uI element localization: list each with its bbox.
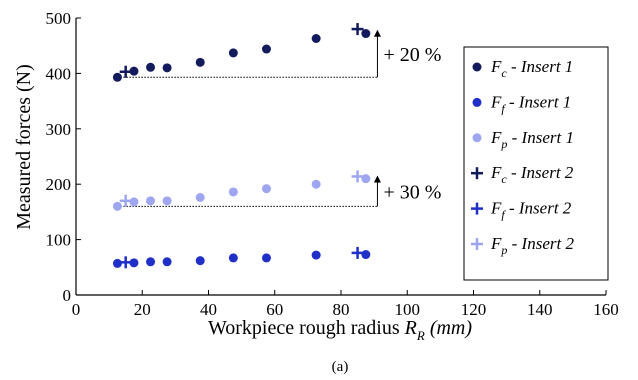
data-point-circle bbox=[195, 57, 205, 67]
y-axis-label: Measured forces (N) bbox=[13, 64, 35, 229]
x-tick-label: 20 bbox=[134, 300, 151, 319]
data-point-plus bbox=[119, 194, 132, 207]
x-tick-label: 40 bbox=[200, 300, 217, 319]
legend-marker-plus bbox=[471, 167, 483, 180]
data-point-circle bbox=[112, 201, 122, 211]
data-point-circle bbox=[195, 256, 205, 266]
data-points bbox=[112, 23, 371, 269]
x-tick-label: 80 bbox=[333, 300, 350, 319]
data-point-plus bbox=[351, 23, 364, 36]
legend-entry-label: Fp - Insert 1 bbox=[490, 128, 574, 151]
data-point-plus bbox=[119, 65, 132, 78]
legend-entry-label: Fc - Insert 1 bbox=[490, 57, 573, 80]
data-point-circle bbox=[112, 258, 122, 268]
data-point-circle bbox=[146, 257, 156, 267]
annotation-arrow-head bbox=[373, 29, 381, 37]
x-axis-label: Workpiece rough radius RR (mm) bbox=[208, 317, 472, 343]
data-point-circle bbox=[311, 250, 321, 260]
x-tick-label: 0 bbox=[72, 300, 81, 319]
data-point-circle bbox=[311, 33, 321, 43]
annotation-label: + 20 % bbox=[383, 44, 441, 66]
legend-marker-plus bbox=[471, 202, 483, 215]
x-tick-label: 140 bbox=[527, 300, 553, 319]
data-point-circle bbox=[228, 253, 238, 263]
x-tick-label: 100 bbox=[395, 300, 421, 319]
legend: Fc - Insert 1 Ff - Insert 1 Fp - Insert 1 F… bbox=[463, 46, 609, 281]
data-point-circle bbox=[361, 174, 371, 184]
y-tick-label: 500 bbox=[46, 9, 72, 28]
ticks: 0 20 40 60 80 100 120 140 160 0 100 200 300 400 500 bbox=[46, 9, 619, 319]
x-axis-label-prefix: Workpiece rough radius bbox=[208, 317, 405, 339]
x-axis-label-var: R bbox=[404, 317, 417, 339]
data-point-circle bbox=[195, 192, 205, 202]
data-point-plus bbox=[119, 256, 132, 269]
data-point-circle bbox=[162, 63, 172, 73]
y-tick-label: 100 bbox=[46, 231, 72, 250]
legend-entry-label: Ff - Insert 2 bbox=[490, 199, 572, 222]
legend-marker-circle bbox=[472, 133, 482, 143]
legend-box bbox=[463, 46, 609, 281]
data-point-circle bbox=[361, 250, 371, 260]
x-axis-label-unit: (mm) bbox=[425, 317, 473, 339]
data-point-circle bbox=[112, 72, 122, 82]
data-point-circle bbox=[311, 179, 321, 189]
data-point-circle bbox=[261, 44, 271, 54]
data-point-circle bbox=[261, 184, 271, 194]
data-point-circle bbox=[162, 196, 172, 206]
data-point-circle bbox=[361, 29, 371, 39]
figure-caption: (a) bbox=[332, 359, 349, 375]
legend-entry-label: Fc - Insert 2 bbox=[490, 163, 574, 186]
data-point-circle bbox=[228, 187, 238, 197]
annotation-arrow-head bbox=[373, 175, 381, 183]
data-point-circle bbox=[228, 48, 238, 58]
data-point-circle bbox=[261, 253, 271, 263]
legend-marker-plus bbox=[471, 238, 483, 250]
y-tick-label: 300 bbox=[46, 120, 72, 139]
x-axis-label-sub: R bbox=[416, 328, 425, 343]
legend-entry-label: Ff - Insert 1 bbox=[490, 92, 571, 115]
annotations: + 20 % + 30 % bbox=[117, 29, 441, 207]
legend-entry-label: Fp - Insert 2 bbox=[490, 234, 574, 257]
y-tick-label: 400 bbox=[46, 64, 72, 83]
legend-marker-circle bbox=[472, 62, 482, 72]
data-point-plus bbox=[351, 170, 364, 183]
x-tick-label: 60 bbox=[266, 300, 283, 319]
x-tick-label: 160 bbox=[593, 300, 619, 319]
y-tick-label: 0 bbox=[63, 286, 72, 305]
data-point-circle bbox=[162, 257, 172, 267]
legend-marker-circle bbox=[472, 97, 482, 107]
annotation-label: + 30 % bbox=[383, 181, 441, 203]
data-point-circle bbox=[129, 197, 139, 207]
data-point-circle bbox=[129, 258, 139, 268]
data-point-circle bbox=[146, 62, 156, 72]
x-tick-label: 120 bbox=[461, 300, 487, 319]
data-point-circle bbox=[129, 66, 139, 76]
data-point-circle bbox=[146, 196, 156, 206]
data-point-plus bbox=[351, 246, 364, 259]
y-tick-label: 200 bbox=[46, 175, 72, 194]
